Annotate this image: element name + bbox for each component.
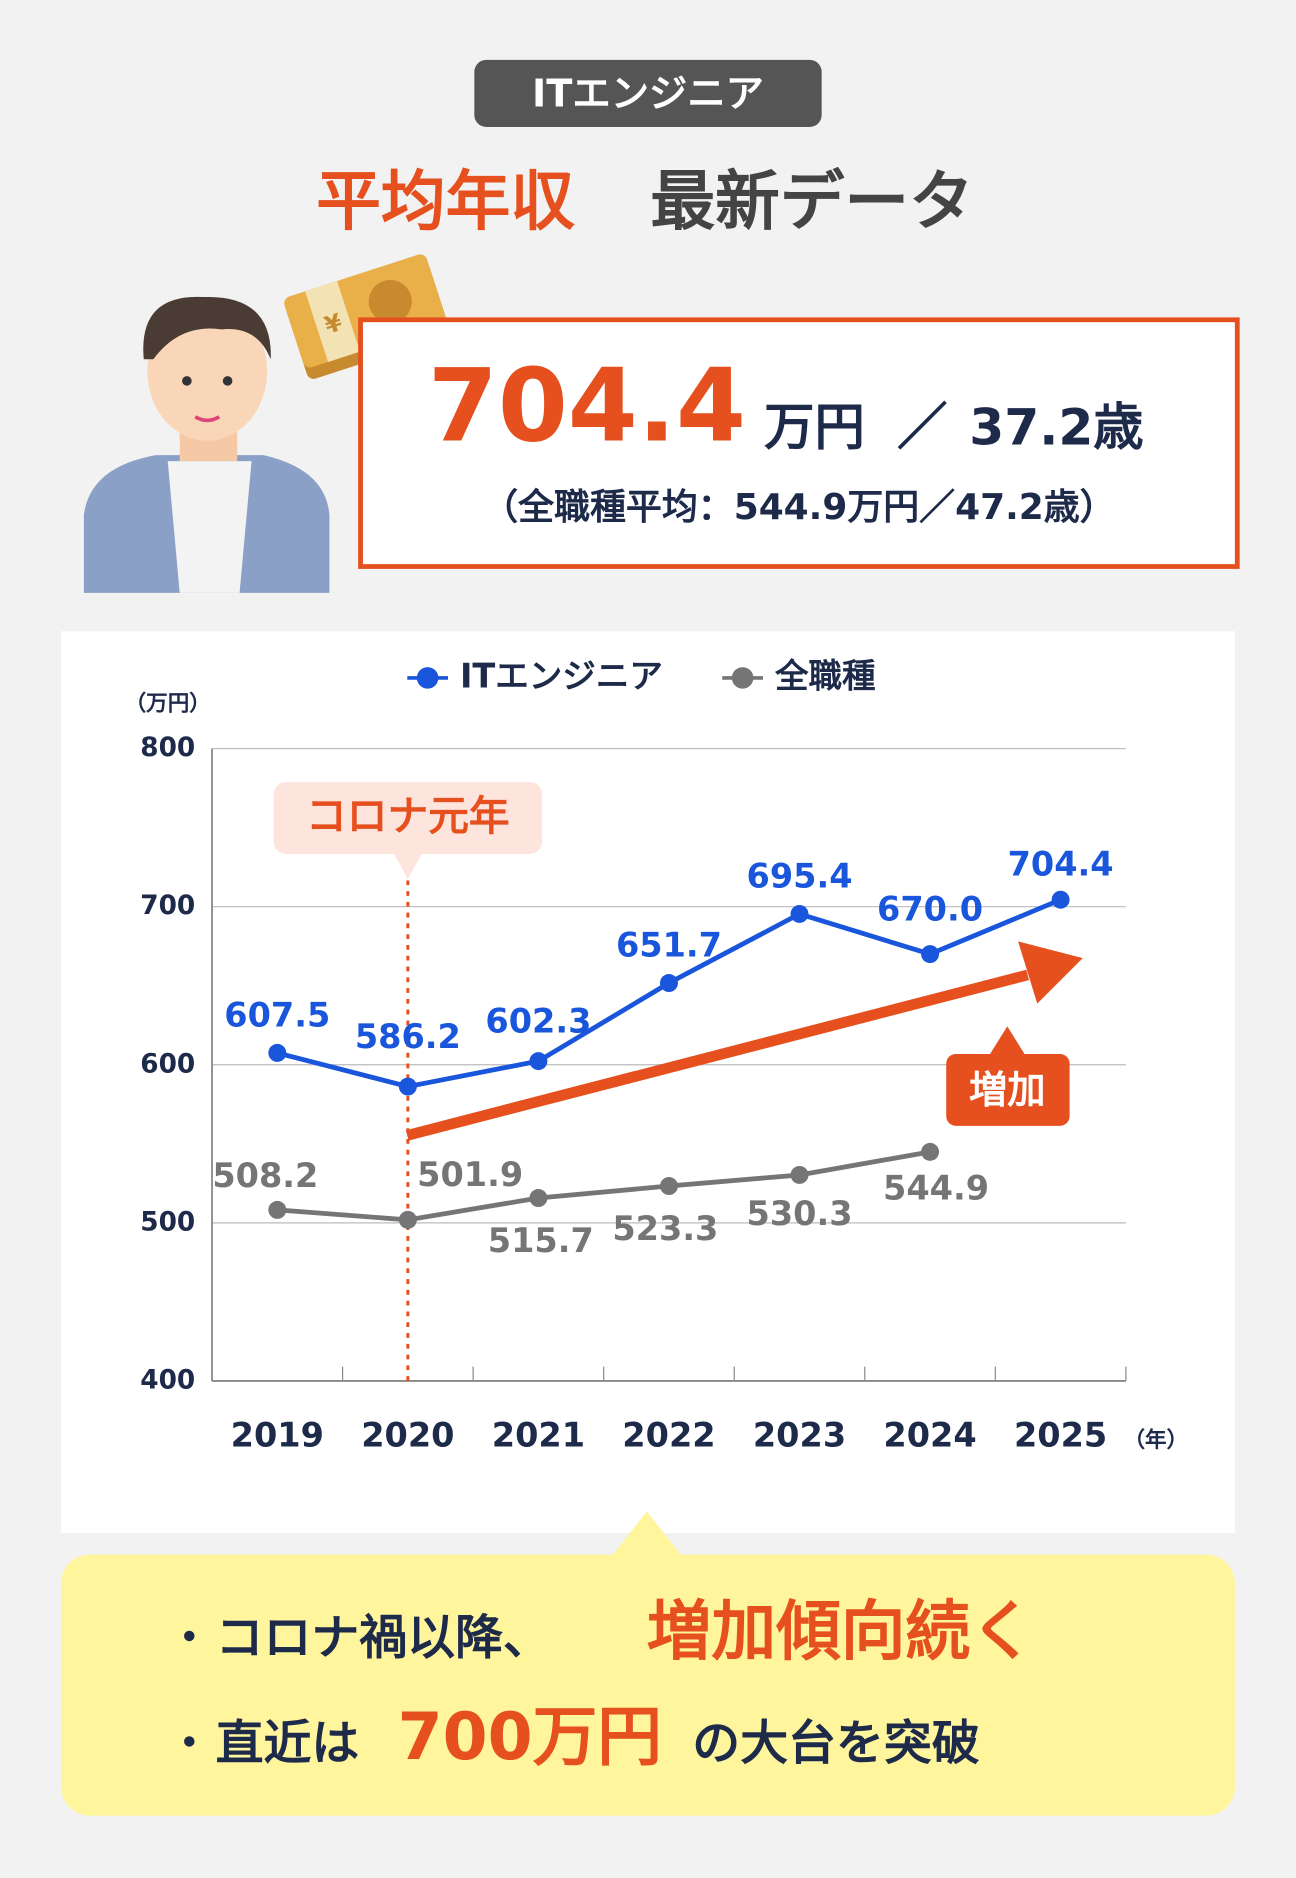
annotation-text: コロナ元年 [306, 792, 510, 840]
data-label: 515.7 [488, 1221, 594, 1260]
x-tick-label: 2025 [1014, 1416, 1107, 1455]
data-label: 586.2 [355, 1017, 461, 1056]
data-point [1051, 890, 1070, 909]
data-label: 602.3 [485, 1001, 591, 1040]
data-point [398, 1210, 417, 1229]
data-point [790, 1165, 809, 1184]
data-label: 530.3 [747, 1194, 853, 1233]
data-label: 523.3 [612, 1209, 718, 1248]
data-label: 695.4 [747, 857, 853, 896]
title: 最新データ [650, 165, 973, 240]
legend-marker [416, 667, 439, 689]
salary-unit: 万円 [764, 398, 865, 457]
legend-label: 全職種 [774, 656, 876, 695]
badge [474, 59, 822, 127]
y-tick-label: 800 [140, 733, 195, 763]
y-tick-label: 600 [140, 1049, 195, 1079]
note-highlight: 700万円 [398, 1700, 662, 1775]
data-point [398, 1077, 417, 1096]
note-text: 直近は [216, 1716, 360, 1771]
x-tick-label: 2020 [361, 1416, 454, 1455]
x-tick-label: 2021 [492, 1416, 585, 1455]
data-label: 508.2 [212, 1156, 318, 1195]
data-point [659, 974, 678, 993]
x-tick-label: 2022 [622, 1416, 715, 1455]
x-tick-label: 2019 [231, 1416, 324, 1455]
x-tick-label: 2023 [753, 1416, 846, 1455]
data-label: 607.5 [224, 995, 330, 1034]
summary-box [358, 317, 1240, 569]
annotation-box [273, 782, 543, 854]
comparison: （全職種平均：544.9万円／47.2歳） [482, 486, 1115, 528]
data-label: 704.4 [1008, 845, 1114, 884]
trend-label: 増加 [969, 1068, 1046, 1113]
trend-arrow [405, 969, 1030, 1141]
y-unit: （万円） [125, 691, 211, 716]
legend-marker [731, 667, 754, 689]
trend-label-pointer [989, 1026, 1026, 1056]
data-point [268, 1043, 287, 1062]
legend-label: ITエンジニア [460, 656, 663, 695]
y-tick-label: 500 [140, 1207, 195, 1237]
data-point [268, 1200, 287, 1219]
trend-label-box [946, 1053, 1070, 1126]
trend-arrowhead [1018, 941, 1083, 1004]
y-tick-label: 700 [140, 891, 195, 921]
chart: 400 500 600 700 800 （万円） 2019 2020 2021 2022 2023 2… [125, 656, 1189, 1454]
data-label: 501.9 [417, 1155, 523, 1194]
salary-value: 704.4 [428, 348, 746, 465]
data-point [790, 904, 809, 923]
person-illustration [83, 296, 330, 593]
y-tick-label: 400 [140, 1365, 195, 1395]
data-point [921, 945, 940, 964]
series-line [277, 1149, 931, 1223]
note-highlight: 増加傾向続く [647, 1595, 1035, 1670]
x-unit: （年） [1124, 1427, 1189, 1453]
age: 37.2歳 [969, 398, 1143, 457]
badge-text: ITエンジニア [532, 71, 764, 116]
data-point [529, 1052, 548, 1071]
title-highlight: 平均年収 [316, 165, 575, 240]
annotation-pointer [393, 852, 423, 880]
note-text: の大台を突破 [692, 1716, 979, 1771]
data-label: 651.7 [616, 926, 722, 965]
data-point [921, 1142, 940, 1161]
note-bullet: ・ [168, 1613, 211, 1663]
note-text: コロナ禍以降、 [216, 1611, 551, 1666]
data-label: 544.9 [883, 1169, 989, 1208]
separator: ／ [897, 398, 947, 457]
data-point [659, 1177, 678, 1196]
callout-pointer [610, 1511, 683, 1558]
notes-box [61, 1554, 1235, 1816]
data-point [529, 1189, 548, 1208]
data-label: 670.0 [877, 889, 983, 928]
note-bullet: ・ [168, 1719, 211, 1769]
x-tick-label: 2024 [883, 1416, 976, 1455]
